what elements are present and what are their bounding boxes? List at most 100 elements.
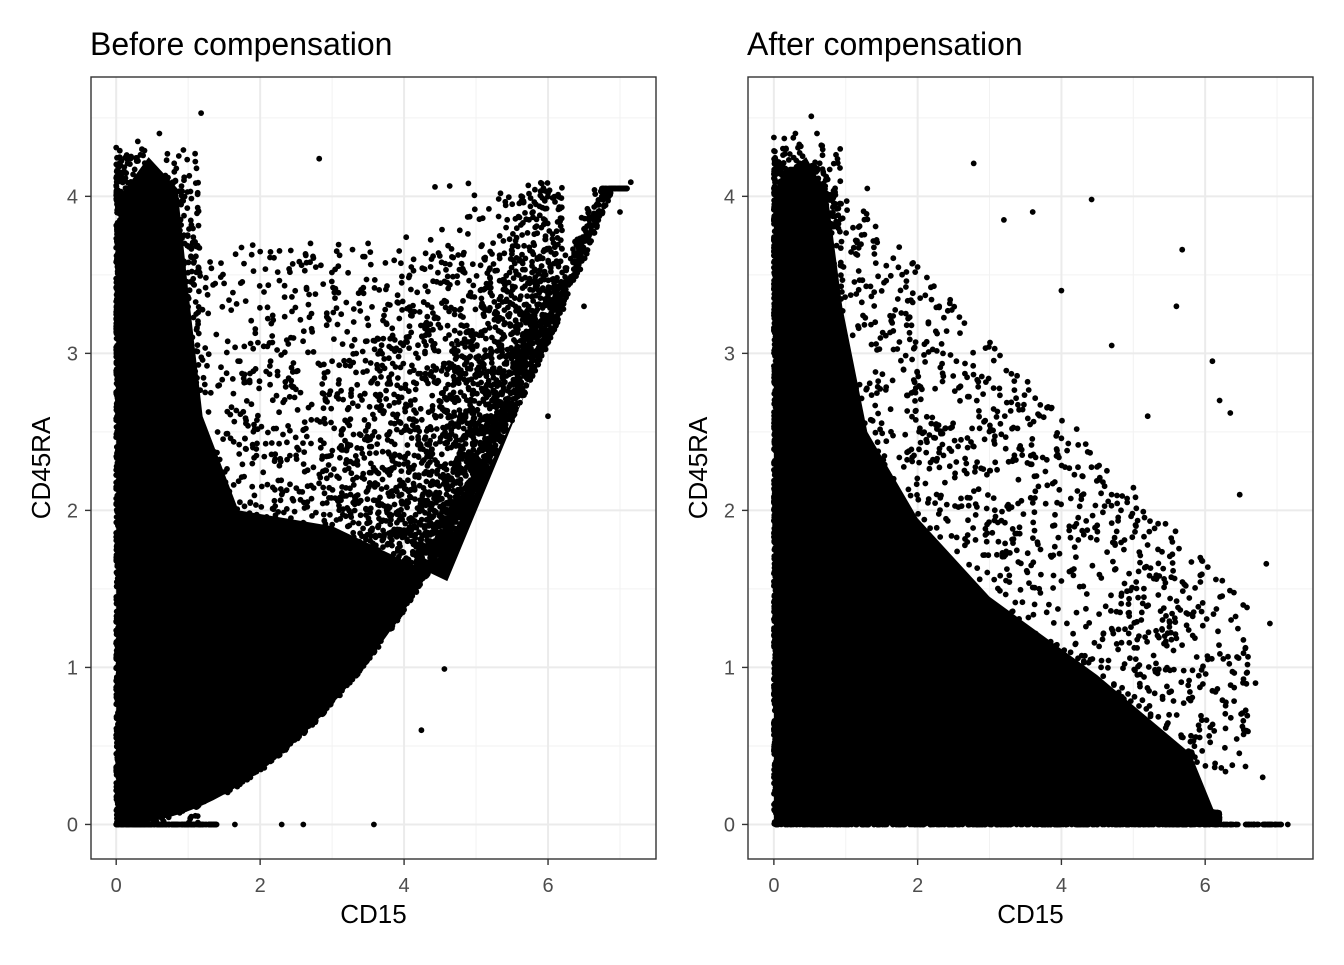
- data-point: [158, 202, 164, 208]
- data-point: [529, 210, 535, 216]
- data-point: [466, 181, 472, 187]
- data-point: [118, 342, 124, 348]
- data-point: [188, 253, 194, 259]
- data-point: [173, 178, 179, 184]
- data-point: [127, 367, 133, 373]
- data-point: [159, 210, 165, 216]
- data-point: [158, 279, 164, 285]
- data-point: [152, 459, 158, 465]
- data-point: [271, 639, 277, 645]
- data-point: [472, 192, 478, 198]
- data-point: [194, 767, 200, 773]
- data-point: [221, 683, 227, 689]
- data-point: [143, 421, 149, 427]
- data-point: [292, 579, 298, 585]
- data-point: [190, 240, 196, 246]
- data-point: [492, 339, 498, 345]
- data-point: [278, 497, 284, 503]
- data-point: [214, 480, 220, 486]
- data-point: [488, 290, 494, 296]
- data-point: [237, 499, 243, 505]
- data-point: [148, 431, 154, 437]
- data-point: [135, 234, 141, 240]
- data-point: [126, 286, 132, 292]
- data-point: [114, 455, 120, 461]
- data-point: [143, 523, 149, 529]
- data-point: [257, 577, 263, 583]
- data-point: [134, 257, 140, 263]
- data-point: [125, 467, 131, 473]
- data-point: [189, 675, 195, 681]
- data-point: [144, 616, 150, 622]
- data-point: [261, 454, 267, 460]
- data-point: [273, 529, 279, 535]
- data-point: [159, 176, 165, 182]
- data-point: [147, 416, 153, 422]
- data-point: [152, 447, 158, 453]
- data-point: [115, 395, 121, 401]
- data-point: [152, 690, 158, 696]
- data-point: [161, 272, 167, 278]
- data-point: [141, 332, 147, 338]
- data-point: [123, 155, 129, 161]
- data-point: [276, 569, 282, 575]
- data-point: [132, 330, 138, 336]
- data-point: [490, 240, 496, 246]
- data-point: [129, 262, 135, 268]
- data-point: [152, 437, 158, 443]
- data-point: [266, 544, 272, 550]
- data-point: [134, 184, 140, 190]
- data-point: [149, 186, 155, 192]
- data-point: [279, 597, 285, 603]
- data-point: [186, 260, 192, 266]
- data-point: [555, 235, 561, 241]
- data-point: [186, 173, 192, 179]
- data-point: [133, 267, 139, 273]
- data-point: [339, 566, 345, 572]
- data-point: [155, 195, 161, 201]
- data-point: [417, 309, 423, 315]
- data-point: [127, 489, 133, 495]
- data-point: [195, 595, 201, 601]
- data-point: [379, 486, 385, 492]
- data-point: [292, 509, 298, 515]
- data-point: [173, 305, 179, 311]
- data-point: [297, 654, 303, 660]
- data-point: [184, 585, 190, 591]
- data-point: [189, 814, 195, 820]
- data-point: [123, 419, 129, 425]
- data-point: [154, 254, 160, 260]
- data-point: [181, 658, 187, 664]
- data-point: [137, 377, 143, 383]
- data-point: [176, 680, 182, 686]
- data-point: [347, 610, 353, 616]
- data-point: [232, 710, 238, 716]
- data-point: [134, 431, 140, 437]
- data-point: [181, 342, 187, 348]
- data-point: [160, 187, 166, 193]
- data-point: [337, 554, 343, 560]
- data-point: [138, 282, 144, 288]
- data-point: [322, 555, 328, 561]
- data-point: [140, 188, 146, 194]
- data-point: [236, 451, 242, 457]
- data-point: [465, 231, 471, 237]
- data-point: [206, 762, 212, 768]
- data-point: [347, 572, 353, 578]
- data-point: [194, 375, 200, 381]
- data-point: [154, 589, 160, 595]
- data-point: [116, 575, 122, 581]
- data-point: [519, 232, 525, 238]
- data-point: [143, 442, 149, 448]
- data-point: [141, 468, 147, 474]
- data-point: [289, 561, 295, 567]
- data-point: [189, 644, 195, 650]
- data-point: [116, 361, 122, 367]
- data-point: [313, 645, 319, 651]
- data-point: [288, 515, 294, 521]
- data-point: [168, 221, 174, 227]
- data-point: [240, 461, 246, 467]
- data-point: [153, 226, 159, 232]
- data-point: [113, 434, 119, 440]
- data-point: [252, 541, 258, 547]
